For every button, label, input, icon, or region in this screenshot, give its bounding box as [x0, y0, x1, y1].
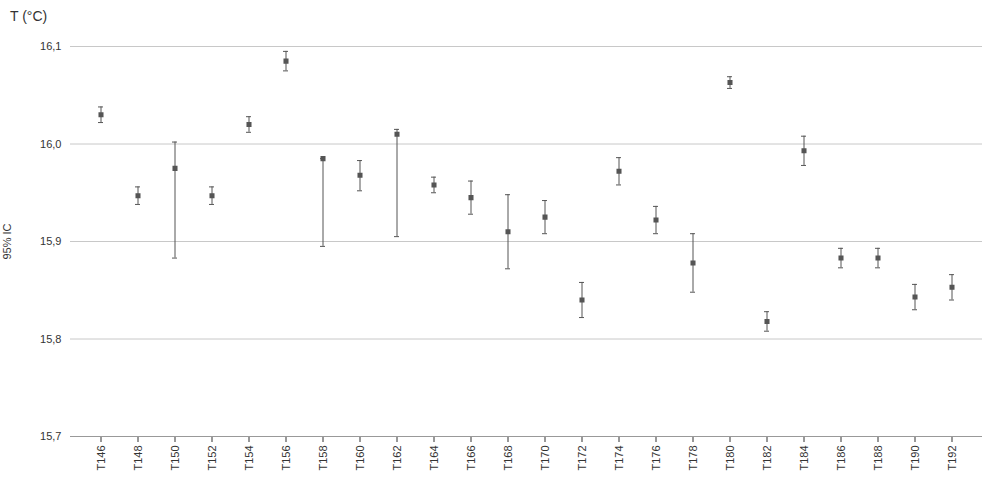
svg-text:T178: T178: [687, 446, 699, 471]
html-text:T (°C): T (°C): [10, 8, 48, 24]
svg-text:T188: T188: [872, 446, 884, 471]
svg-text:T192: T192: [946, 446, 958, 471]
svg-text:T172: T172: [576, 446, 588, 471]
svg-text:T150: T150: [169, 446, 181, 471]
svg-text:T168: T168: [502, 446, 514, 471]
svg-text:T152: T152: [206, 446, 218, 471]
svg-text:T156: T156: [280, 446, 292, 471]
svg-text:T184: T184: [798, 446, 810, 471]
svg-text:T176: T176: [650, 446, 662, 471]
svg-text:T180: T180: [724, 446, 736, 471]
svg-text:T162: T162: [391, 446, 403, 471]
svg-text:T186: T186: [835, 446, 847, 471]
svg-text:15,8: 15,8: [40, 333, 61, 345]
svg-text:T182: T182: [761, 446, 773, 471]
svg-text:T166: T166: [465, 446, 477, 471]
svg-text:T148: T148: [132, 446, 144, 471]
svg-text:15,9: 15,9: [40, 235, 61, 247]
svg-text:95% IC: 95% IC: [1, 223, 13, 259]
svg-text:T146: T146: [95, 446, 107, 471]
svg-text:T160: T160: [354, 446, 366, 471]
svg-text:T154: T154: [243, 446, 255, 471]
svg-text:T190: T190: [909, 446, 921, 471]
svg-text:16,1: 16,1: [40, 40, 61, 52]
svg-text:T174: T174: [613, 446, 625, 471]
svg-text:T170: T170: [539, 446, 551, 471]
svg-text:16,0: 16,0: [40, 138, 61, 150]
svg-text:T158: T158: [317, 446, 329, 471]
svg-text:T164: T164: [428, 446, 440, 471]
svg-text:15,7: 15,7: [40, 430, 61, 442]
